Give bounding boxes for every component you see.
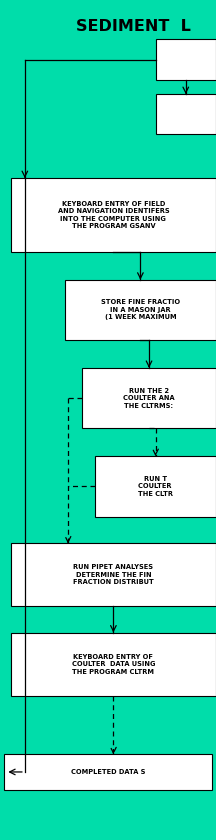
- FancyBboxPatch shape: [65, 280, 216, 340]
- FancyBboxPatch shape: [11, 633, 216, 696]
- FancyBboxPatch shape: [11, 178, 216, 252]
- Text: STORE FINE FRACTIO
IN A MASON JAR
(1 WEEK MAXIMUM: STORE FINE FRACTIO IN A MASON JAR (1 WEE…: [101, 300, 180, 320]
- FancyBboxPatch shape: [82, 368, 216, 428]
- FancyBboxPatch shape: [95, 456, 216, 517]
- FancyBboxPatch shape: [4, 754, 212, 790]
- Text: COMPLETED DATA S: COMPLETED DATA S: [71, 769, 145, 775]
- Text: RUN T
COULTER 
THE CLTR: RUN T COULTER THE CLTR: [138, 475, 173, 496]
- Text: RUN PIPET ANALYSES
DETERMINE THE FIN
FRACTION DISTRIBUT: RUN PIPET ANALYSES DETERMINE THE FIN FRA…: [73, 564, 154, 585]
- Text: RUN THE 2
COULTER ANA
THE CLTRMS:: RUN THE 2 COULTER ANA THE CLTRMS:: [123, 387, 175, 408]
- FancyBboxPatch shape: [156, 39, 216, 80]
- FancyBboxPatch shape: [156, 94, 216, 134]
- Text: KEYBOARD ENTRY OF FIELD
AND NAVIGATION IDENTIFERS
INTO THE COMPUTER USING
THE PR: KEYBOARD ENTRY OF FIELD AND NAVIGATION I…: [58, 201, 169, 229]
- Text: SEDIMENT  L: SEDIMENT L: [76, 19, 191, 34]
- FancyBboxPatch shape: [11, 543, 216, 606]
- Text: KEYBOARD ENTRY OF
COULTER  DATA USING
THE PROGRAM CLTRM: KEYBOARD ENTRY OF COULTER DATA USING THE…: [72, 654, 155, 675]
